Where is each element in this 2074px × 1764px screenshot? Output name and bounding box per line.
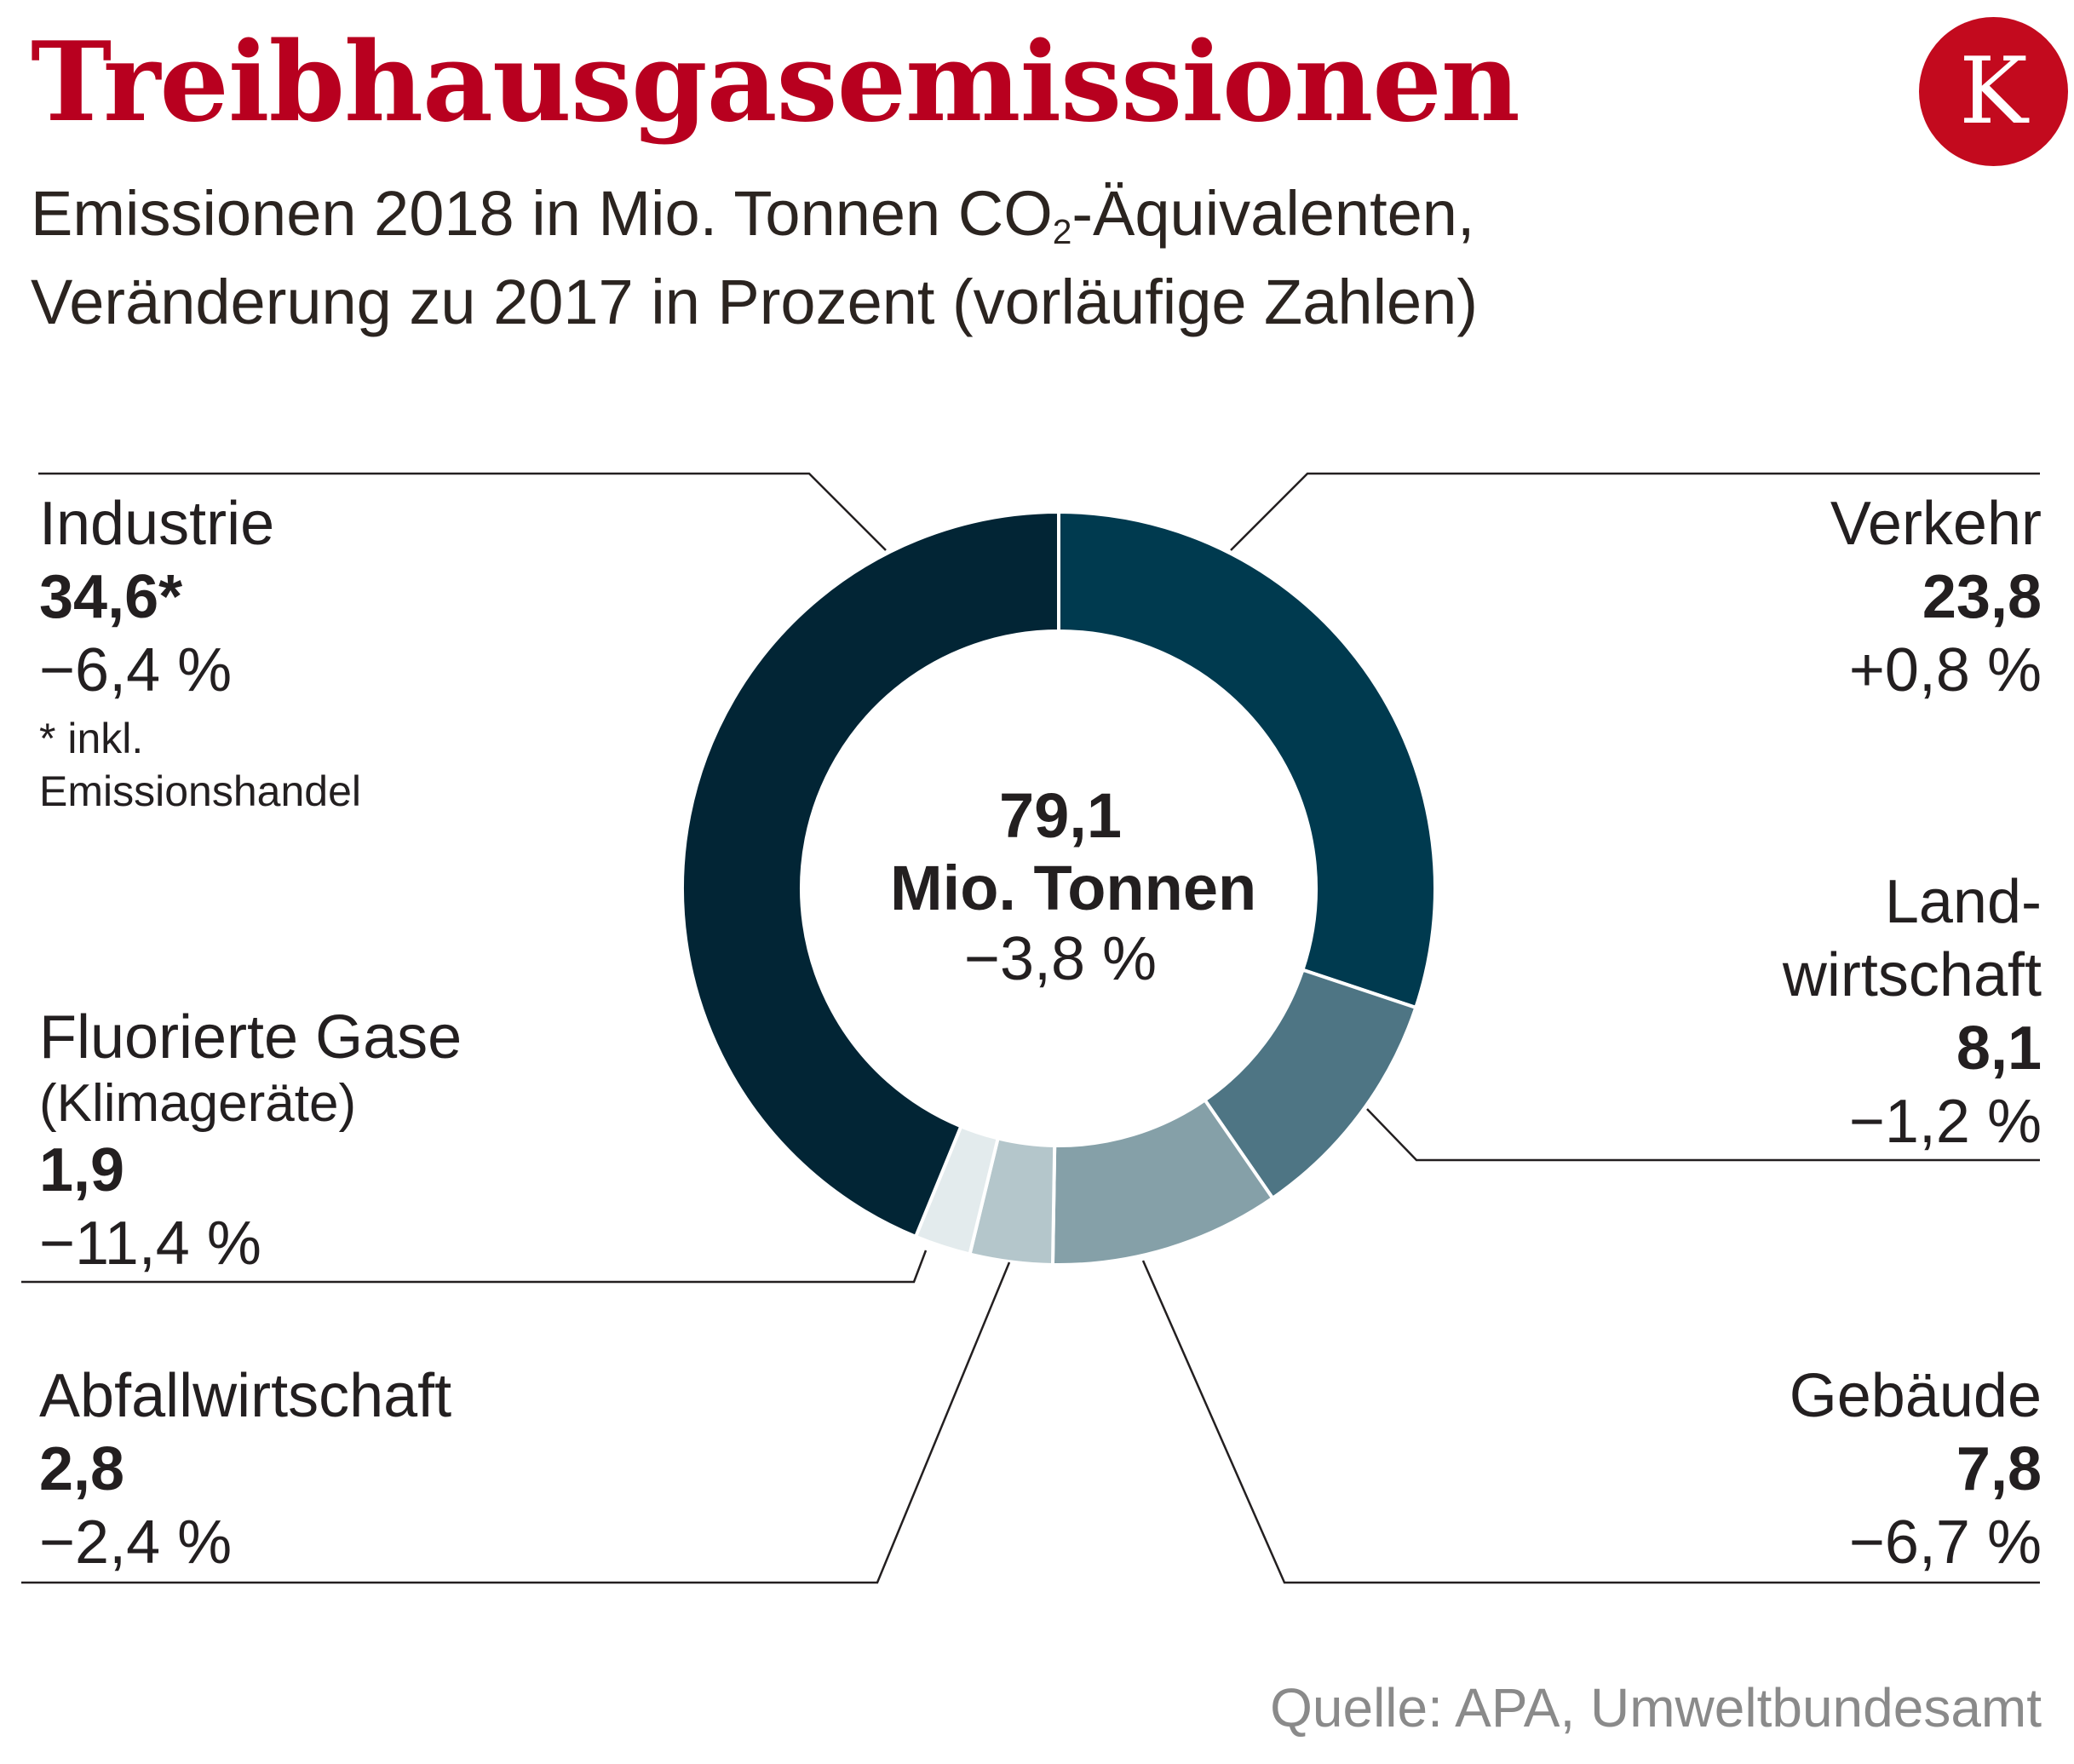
center-total-change: −3,8 % [963, 925, 1158, 993]
fluorierte-value: 1,9 [39, 1136, 125, 1204]
label-landwirtschaft: Land- wirtschaft 8,1 −1,2 % [1783, 865, 2042, 1158]
fluorierte-name: Fluorierte Gase [39, 1003, 462, 1072]
landwirtschaft-value: 8,1 [1956, 1014, 2042, 1083]
logo-letter: K [1959, 38, 2028, 145]
label-abfallwirtschaft: Abfallwirtschaft 2,8 −2,4 % [39, 1359, 451, 1579]
abfall-name: Abfallwirtschaft [39, 1362, 452, 1430]
landwirtschaft-name-1: Land- [1884, 868, 2042, 936]
leader-industrie [38, 472, 887, 551]
leader-landwirtschaft [1366, 1108, 2040, 1162]
leader-verkehr [1230, 472, 2040, 551]
subtitle-subscript: 2 [1052, 212, 1072, 252]
leader-abfall [21, 1261, 1011, 1584]
landwirtschaft-name-2: wirtschaft [1782, 941, 2042, 1009]
industrie-change: −6,4 % [39, 636, 233, 704]
verkehr-name: Verkehr [1830, 490, 2042, 558]
industrie-name: Industrie [39, 490, 275, 558]
gebaeude-value: 7,8 [1956, 1435, 2042, 1503]
industrie-note-2: Emissionshandel [39, 767, 361, 815]
leader-fluorierte [21, 1250, 928, 1284]
label-verkehr: Verkehr 23,8 +0,8 % [1830, 487, 2042, 707]
landwirtschaft-change: −1,2 % [1848, 1088, 2042, 1156]
gebaeude-change: −6,7 % [1848, 1508, 2042, 1577]
donut-segment-industrie [680, 509, 1060, 1239]
source-note: Quelle: APA, Umweltbundesamt [1270, 1677, 2042, 1738]
subtitle-part-2: -Äquivalenten, [1071, 178, 1475, 249]
label-gebaeude: Gebäude 7,8 −6,7 % [1790, 1359, 2042, 1579]
donut-segment-verkehr [1057, 509, 1437, 1010]
center-total-unit: Mio. Tonnen [890, 853, 1257, 923]
subtitle-line-2: Veränderung zu 2017 in Prozent (vorläufi… [31, 267, 1478, 337]
abfall-value: 2,8 [39, 1435, 125, 1503]
label-fluorierte-gase: Fluorierte Gase (Klimageräte) 1,9 −11,4 … [39, 1001, 462, 1280]
fluorierte-note: (Klimageräte) [39, 1074, 357, 1133]
leader-lines [21, 472, 2040, 1584]
abfall-change: −2,4 % [39, 1508, 233, 1577]
fluorierte-change: −11,4 % [39, 1210, 261, 1278]
verkehr-change: +0,8 % [1848, 636, 2042, 704]
gebaeude-name: Gebäude [1789, 1362, 2042, 1430]
donut-segments [680, 509, 1437, 1267]
leader-gebaeude [1141, 1260, 2040, 1584]
label-industrie: Industrie 34,6* −6,4 % * inkl. Emissions… [39, 487, 361, 818]
subtitle-line-1: Emissionen 2018 in Mio. Tonnen CO2-Äquiv… [31, 177, 1475, 252]
chart-title: Treibhausgasemissionen [31, 19, 1520, 147]
industrie-note-1: * inkl. [39, 715, 144, 762]
kleine-zeitung-logo: K [1919, 17, 2068, 166]
subtitle-part-1: Emissionen 2018 in Mio. Tonnen CO [31, 178, 1053, 249]
center-total-value: 79,1 [998, 780, 1123, 851]
verkehr-value: 23,8 [1922, 563, 2042, 631]
industrie-value: 34,6* [39, 563, 183, 631]
